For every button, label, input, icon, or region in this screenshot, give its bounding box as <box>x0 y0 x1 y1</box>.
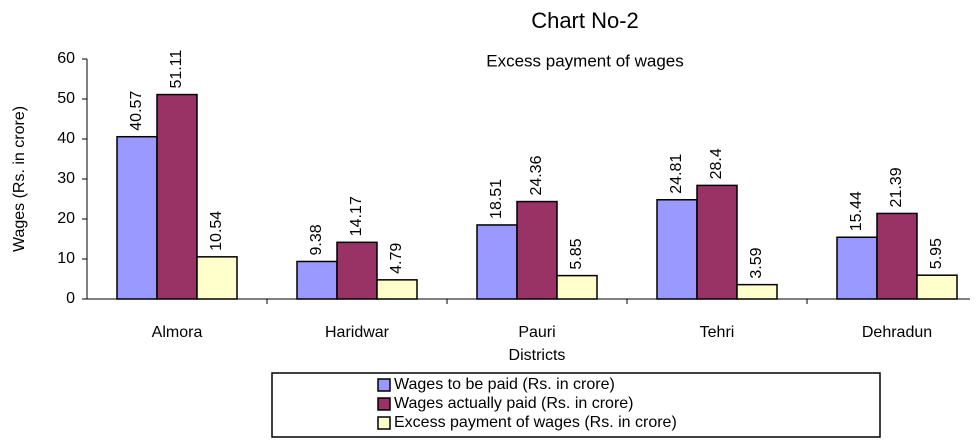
bar <box>196 256 238 300</box>
value-label: 21.39 <box>888 167 905 207</box>
y-tick-label: 20 <box>57 210 75 227</box>
y-tick-label: 50 <box>57 90 75 107</box>
legend-swatch <box>377 397 391 411</box>
bar <box>556 274 598 300</box>
bar <box>376 279 418 300</box>
value-label: 51.11 <box>168 50 185 89</box>
y-tick-label: 10 <box>57 250 75 267</box>
bar <box>336 241 378 300</box>
value-label: 15.44 <box>848 191 865 231</box>
value-label: 5.95 <box>928 238 945 269</box>
x-tick-label: Dehradun <box>862 324 932 341</box>
bar <box>696 184 738 300</box>
value-label: 14.17 <box>348 196 365 236</box>
chart-title: Chart No-2 <box>531 8 639 33</box>
legend-label: Wages actually paid (Rs. in crore) <box>394 395 634 412</box>
x-tick-label: Pauri <box>518 324 555 341</box>
value-label: 18.51 <box>488 179 505 219</box>
legend-label: Excess payment of wages (Rs. in crore) <box>394 414 677 431</box>
bar <box>476 224 518 300</box>
value-label: 5.85 <box>568 238 585 269</box>
y-tick-label: 0 <box>66 290 75 307</box>
bar <box>836 236 878 300</box>
bar <box>736 283 778 300</box>
value-label: 24.81 <box>668 154 685 194</box>
x-tick-label: Tehri <box>700 324 735 341</box>
value-label: 24.36 <box>528 155 545 195</box>
y-tick-label: 60 <box>57 50 75 67</box>
x-tick-label: Haridwar <box>325 324 390 341</box>
value-label: 10.54 <box>208 211 225 251</box>
legend-swatch <box>377 416 391 430</box>
y-axis-label: Wages (Rs. in crore) <box>11 106 28 252</box>
value-label: 4.79 <box>388 243 405 274</box>
value-label: 28.4 <box>708 148 725 179</box>
bar <box>296 260 338 300</box>
bar <box>876 212 918 300</box>
value-label: 40.57 <box>128 91 145 131</box>
chart-subtitle: Excess payment of wages <box>486 51 683 70</box>
bar <box>156 93 198 300</box>
bar <box>916 274 958 300</box>
y-tick-label: 40 <box>57 130 75 147</box>
x-axis-label: Districts <box>509 347 566 364</box>
value-label: 3.59 <box>748 247 765 278</box>
legend-swatch <box>377 378 391 392</box>
legend-label: Wages to be paid (Rs. in crore) <box>394 376 615 393</box>
bar <box>656 199 698 300</box>
value-label: 9.38 <box>308 224 325 255</box>
legend-box <box>271 372 881 438</box>
y-tick-label: 30 <box>57 170 75 187</box>
x-tick-label: Almora <box>152 324 203 341</box>
bar <box>116 135 158 300</box>
bar <box>516 200 558 300</box>
